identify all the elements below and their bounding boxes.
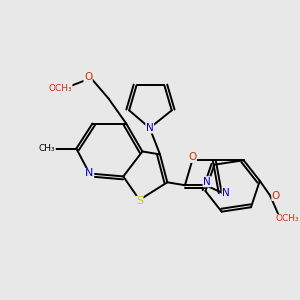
Text: OCH₃: OCH₃ [276,214,299,224]
Text: S: S [136,196,143,206]
Text: O: O [84,72,92,82]
Text: O: O [272,190,280,200]
Text: N: N [222,188,230,198]
Text: N: N [146,123,154,133]
Text: N: N [203,177,211,187]
Text: CH₃: CH₃ [39,144,55,153]
Text: OCH₃: OCH₃ [48,84,72,93]
Text: O: O [188,152,196,162]
Text: N: N [85,169,94,178]
